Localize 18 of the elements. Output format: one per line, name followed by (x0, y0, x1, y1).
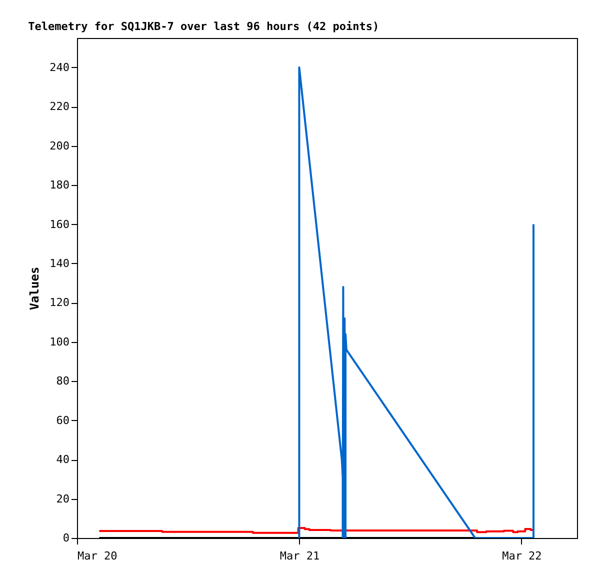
y-tick-label: 220 (50, 100, 70, 114)
y-tick-label: 140 (50, 256, 70, 270)
y-tick-label: 80 (56, 374, 70, 388)
y-tick-label: 40 (56, 453, 70, 466)
y-tick-label: 60 (56, 414, 70, 427)
y-tick-label: 160 (50, 218, 70, 231)
x-tick-label: Mar 22 (502, 550, 542, 562)
y-tick-label: 20 (56, 492, 70, 506)
chart-title: Telemetry for SQ1JKB-7 over last 96 hours (42 points) (28, 20, 380, 33)
y-tick-label: 0 (62, 532, 70, 544)
y-tick-label: 120 (50, 296, 70, 310)
y-tick-label: 100 (50, 335, 70, 348)
y-tick-label: 180 (50, 178, 70, 192)
x-tick-label: Mar 20 (78, 550, 118, 562)
y-axis-title: Values (28, 266, 42, 310)
x-tick-label: Mar 21 (280, 550, 320, 562)
y-tick-label: 200 (50, 139, 70, 152)
y-tick-label: 240 (50, 60, 70, 74)
